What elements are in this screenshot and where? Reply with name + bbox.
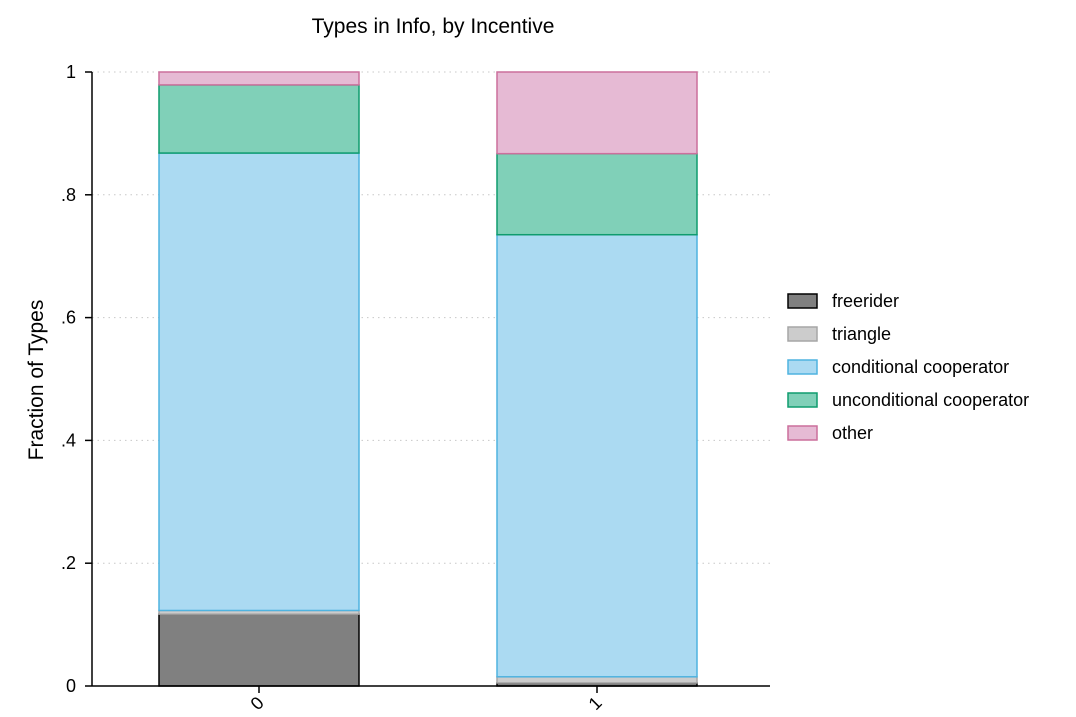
legend-label-triangle: triangle [832,324,891,344]
bar-segment-1-unconditional-cooperator [496,152,698,236]
y-tick-label-1: .2 [61,553,76,573]
y-tick-label-3: .6 [61,308,76,328]
y-tick-label-4: .8 [61,185,76,205]
bar-segment-1-other [496,71,698,155]
bar-segment-0-conditional-cooperator [158,152,360,612]
chart-title: Types in Info, by Incentive [312,15,555,38]
x-tick-label-1: 1 [585,693,606,712]
bar-segment-0-freerider [158,613,360,687]
legend-label-freerider: freerider [832,291,899,311]
x-tick-label-0: 0 [247,693,268,712]
y-tick-label-2: .4 [61,430,76,450]
legend: freerider triangle conditional cooperator u… [787,291,1029,443]
legend-swatch-freerider [787,293,818,309]
legend-swatch-unconditional-cooperator [787,392,818,408]
bar-segment-1-triangle [496,676,698,684]
legend-label-unconditional-cooperator: unconditional cooperator [832,390,1029,410]
axes: 0 .2 .4 .6 .8 1 0 1 [61,62,770,714]
legend-swatch-other [787,425,818,441]
bar-segment-1-conditional-cooperator [496,233,698,678]
legend-label-other: other [832,423,873,443]
bars [158,71,698,687]
y-axis-label: Fraction of Types [25,300,48,461]
y-tick-label-0: 0 [66,676,76,696]
bar-segment-0-unconditional-cooperator [158,84,360,154]
legend-swatch-conditional-cooperator [787,359,818,375]
legend-swatch-triangle [787,326,818,342]
legend-label-conditional-cooperator: conditional cooperator [832,357,1009,377]
y-tick-label-5: 1 [66,62,76,82]
bar-segment-0-other [158,71,360,86]
